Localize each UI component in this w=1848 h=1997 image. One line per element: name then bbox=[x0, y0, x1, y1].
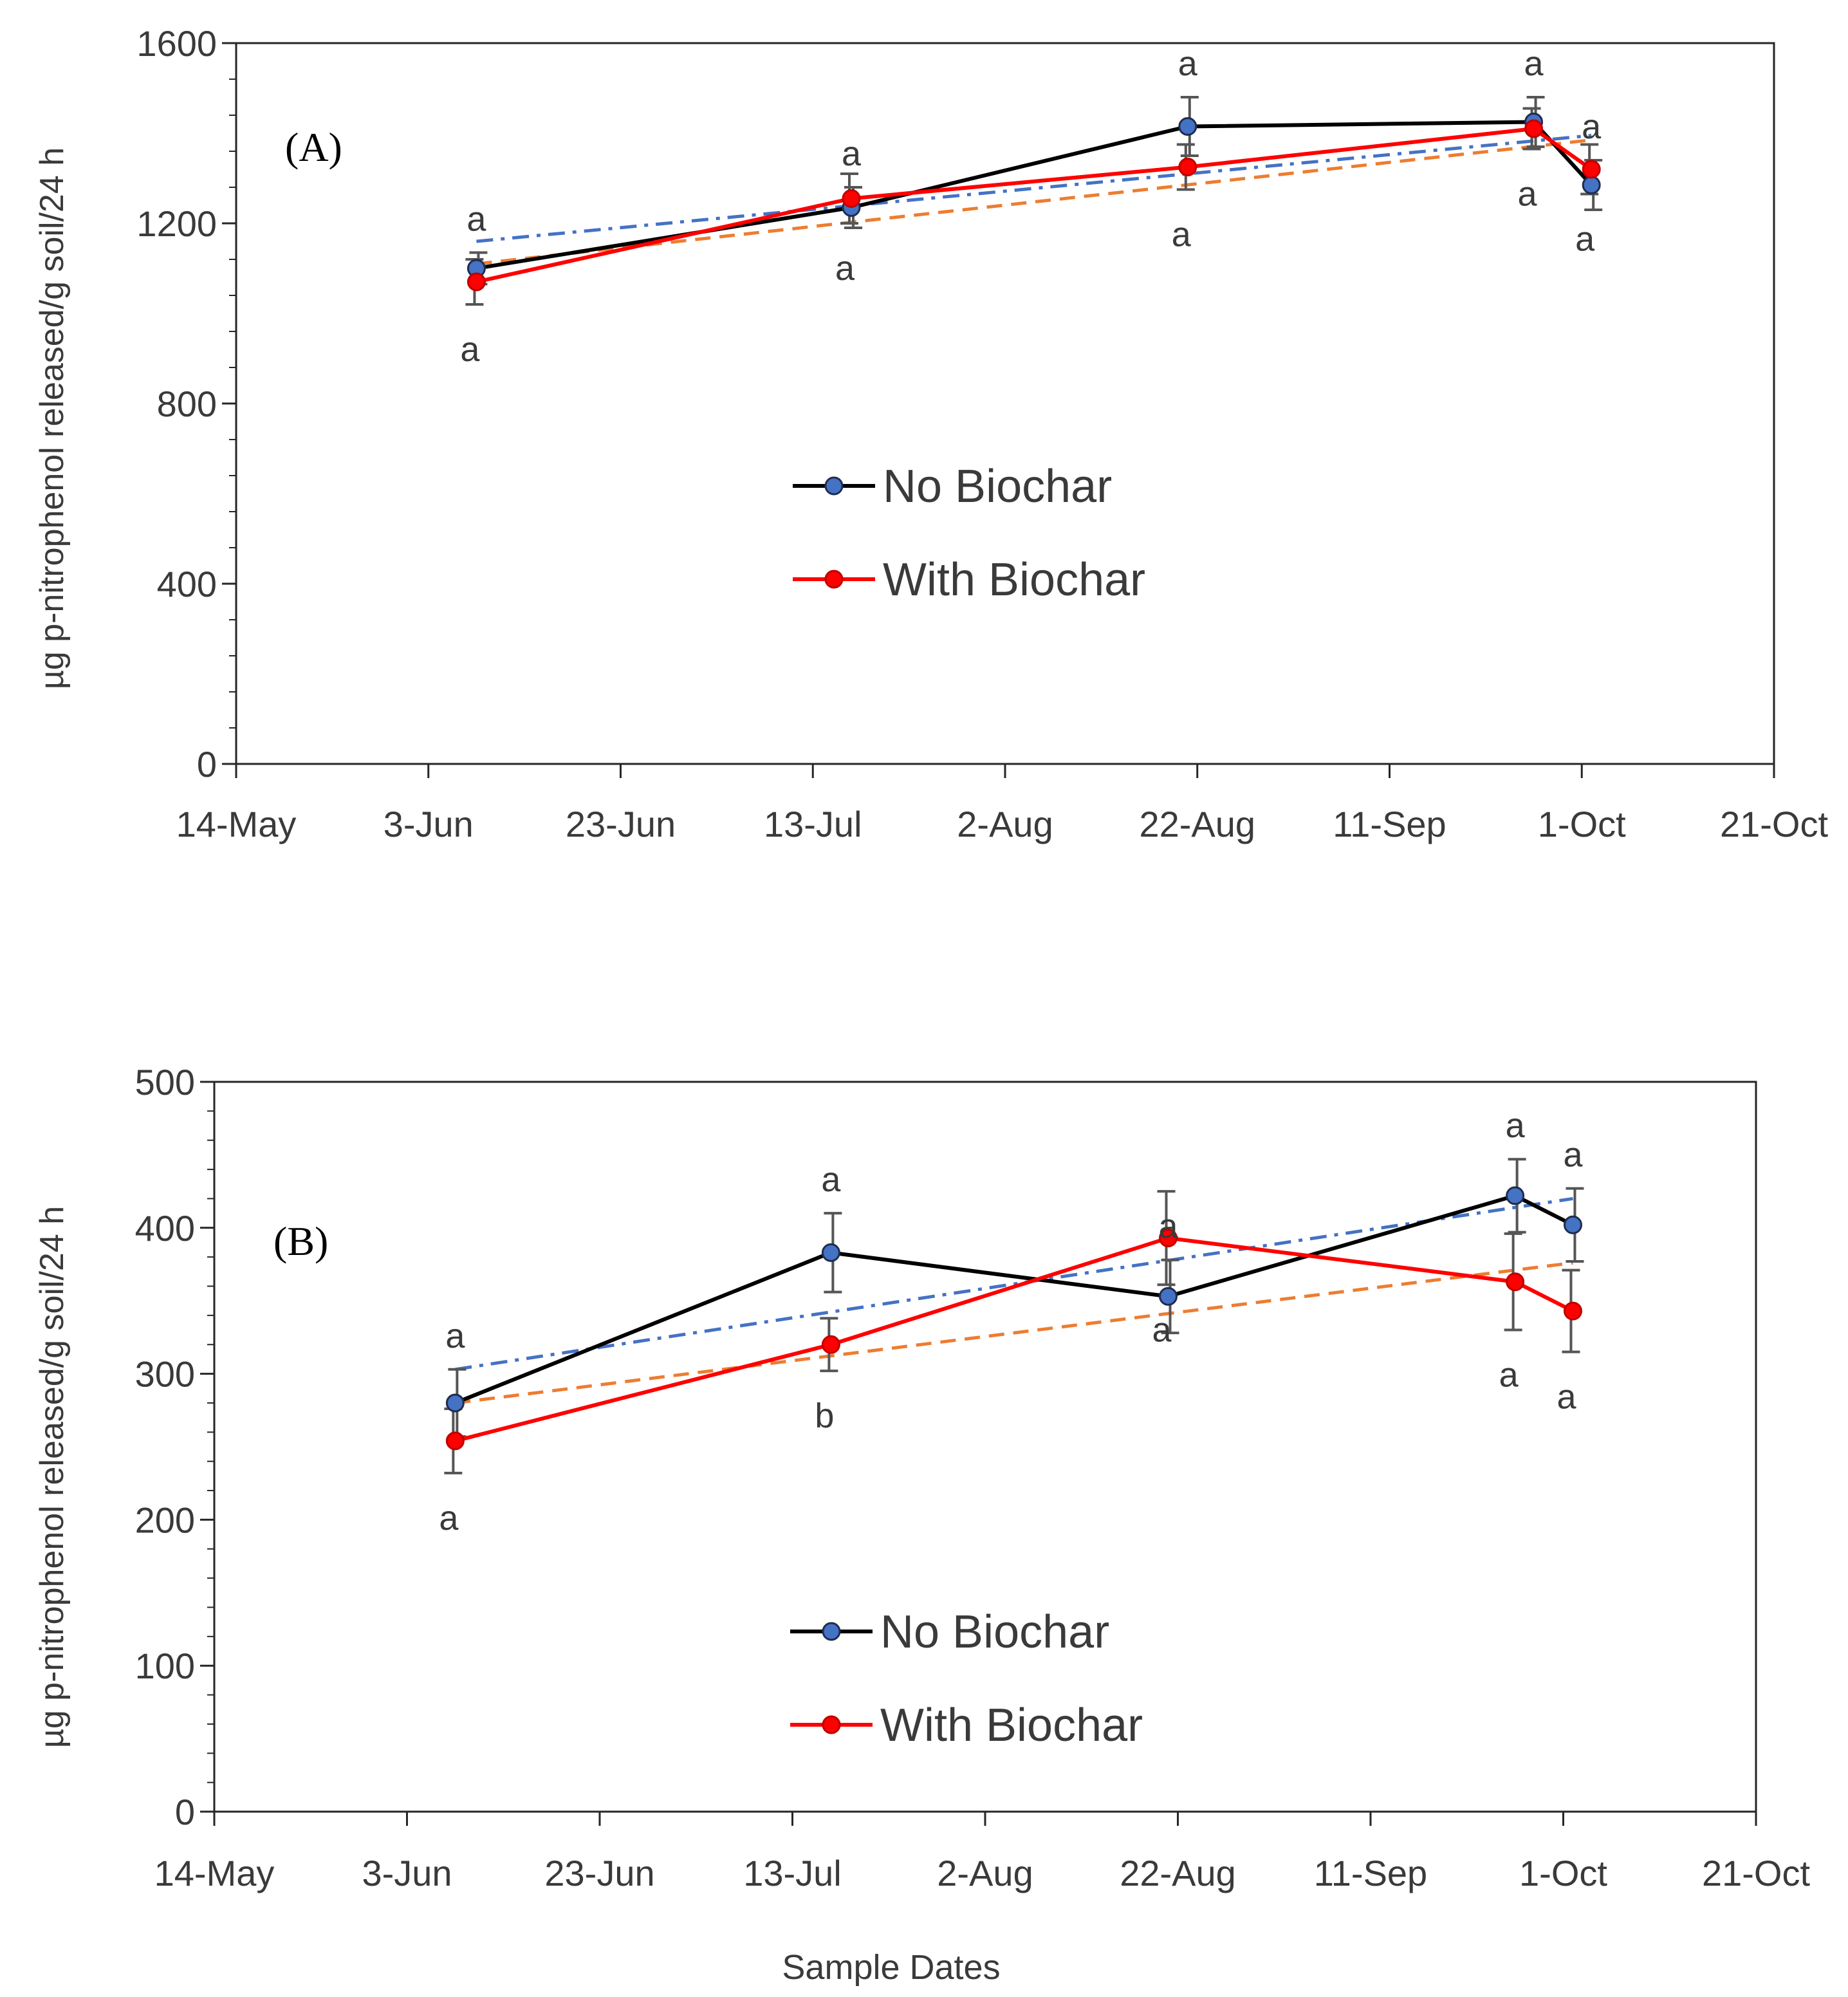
significance-letter: a bbox=[1152, 1310, 1172, 1349]
data-point-with-biochar bbox=[1506, 1272, 1525, 1292]
legend-swatch-marker-no-biochar bbox=[822, 1622, 841, 1641]
significance-letter: a bbox=[467, 200, 486, 239]
significance-letter: a bbox=[1172, 216, 1192, 254]
y-tick-label: 300 bbox=[135, 1354, 195, 1395]
data-point-with-biochar bbox=[842, 189, 861, 208]
chart-panel-b: 0 100 200 300 400 500 14-May 3-Jun 23-Jun 13-Jul 2… bbox=[135, 1062, 1811, 1893]
significance-letter: a bbox=[1506, 1106, 1526, 1145]
data-point-with-biochar bbox=[821, 1335, 840, 1354]
significance-letter: a bbox=[1524, 44, 1544, 83]
significance-letter: b bbox=[815, 1397, 834, 1435]
significance-letter: a bbox=[1563, 1136, 1583, 1175]
x-tick-label: 3-Jun bbox=[383, 804, 474, 844]
x-tick-label: 14-May bbox=[176, 804, 297, 844]
significance-letter: a bbox=[1582, 107, 1602, 146]
x-tick-label: 22-Aug bbox=[1120, 1853, 1236, 1893]
y-tick-label: 1600 bbox=[136, 23, 217, 64]
chart-panel-a: 0 400 800 1200 1600 14-May 3-Jun 23-Jun 13-Jul 2-… bbox=[136, 23, 1828, 844]
significance-letter: a bbox=[1575, 220, 1595, 259]
data-point-no-biochar bbox=[1582, 176, 1601, 194]
trend-line-no-biochar bbox=[476, 134, 1592, 243]
y-tick-label: 1200 bbox=[136, 203, 217, 244]
significance-letter: a bbox=[1557, 1378, 1576, 1416]
data-point-no-biochar bbox=[821, 1243, 840, 1262]
data-point-no-biochar bbox=[1506, 1186, 1525, 1205]
significance-letter: a bbox=[445, 1317, 465, 1355]
significance-letter: a bbox=[460, 330, 480, 369]
x-tick-label: 13-Jul bbox=[764, 804, 862, 844]
data-point-with-biochar bbox=[467, 272, 486, 292]
data-point-with-biochar bbox=[1563, 1301, 1582, 1321]
x-tick-label: 14-May bbox=[154, 1853, 275, 1893]
data-point-no-biochar bbox=[445, 1393, 465, 1413]
x-tick-label: 11-Sep bbox=[1314, 1853, 1427, 1893]
data-point-no-biochar bbox=[1159, 1286, 1178, 1306]
y-axis-label-lower: µg p-nitrophenol released/g soil/24 h bbox=[33, 1206, 71, 1748]
x-tick-label: 21-Oct bbox=[1702, 1853, 1810, 1893]
x-tick-label: 1-Oct bbox=[1519, 1853, 1607, 1893]
data-point-no-biochar bbox=[1563, 1215, 1582, 1234]
x-tick-label: 1-Oct bbox=[1538, 804, 1626, 844]
significance-letter: a bbox=[842, 135, 862, 173]
data-point-with-biochar bbox=[1582, 160, 1601, 179]
y-tick-label: 800 bbox=[157, 384, 217, 424]
trend-line-with-biochar bbox=[455, 1261, 1573, 1405]
y-tick-label: 200 bbox=[135, 1500, 195, 1540]
legend-label-with-biochar: With Biochar bbox=[880, 1700, 1143, 1751]
x-tick-label: 3-Jun bbox=[362, 1853, 452, 1893]
trend-line-with-biochar bbox=[476, 138, 1592, 266]
x-tick-label: 22-Aug bbox=[1139, 804, 1255, 844]
data-point-with-biochar bbox=[1159, 1229, 1178, 1248]
legend-swatch-marker-no-biochar bbox=[824, 476, 844, 496]
x-tick-label: 23-Jun bbox=[544, 1853, 654, 1893]
trend-line-no-biochar bbox=[454, 1196, 1573, 1371]
significance-letter: a bbox=[439, 1499, 459, 1537]
data-point-with-biochar bbox=[445, 1431, 465, 1451]
data-point-with-biochar bbox=[1524, 119, 1544, 138]
significance-letter: a bbox=[1159, 1207, 1179, 1246]
significance-letter: a bbox=[1178, 44, 1198, 83]
panel-label: (B) bbox=[273, 1218, 328, 1264]
y-axis-label: µg p-nitrophenol released/g soil/24 h bbox=[33, 147, 71, 689]
y-tick-label: 500 bbox=[135, 1062, 195, 1102]
x-tick-label: 21-Oct bbox=[1720, 804, 1828, 844]
legend-swatch-marker-with-biochar bbox=[824, 570, 844, 589]
legend-swatch-marker-with-biochar bbox=[822, 1715, 841, 1734]
panel-label: (A) bbox=[285, 124, 342, 170]
y-tick-label: 100 bbox=[135, 1646, 195, 1686]
x-axis-label: Sample Dates bbox=[782, 1948, 1000, 1987]
x-tick-label: 2-Aug bbox=[957, 804, 1053, 844]
x-tick-label: 23-Jun bbox=[566, 804, 676, 844]
x-tick-label: 2-Aug bbox=[937, 1853, 1033, 1893]
y-tick-label: 0 bbox=[175, 1792, 195, 1832]
y-tick-label: 400 bbox=[135, 1208, 195, 1249]
significance-letter: a bbox=[1499, 1356, 1519, 1395]
y-tick-label: 400 bbox=[157, 564, 217, 604]
x-tick-label: 11-Sep bbox=[1333, 804, 1446, 844]
legend-label-with-biochar: With Biochar bbox=[883, 554, 1145, 606]
legend-label-no-biochar: No Biochar bbox=[883, 461, 1112, 512]
data-point-with-biochar bbox=[1178, 158, 1197, 176]
legend-label-no-biochar: No Biochar bbox=[880, 1606, 1109, 1658]
significance-letter: a bbox=[1518, 175, 1538, 214]
x-tick-label: 13-Jul bbox=[743, 1853, 842, 1893]
y-tick-label: 0 bbox=[197, 744, 217, 785]
data-point-no-biochar bbox=[1178, 117, 1197, 136]
significance-letter: a bbox=[821, 1160, 841, 1199]
significance-letter: a bbox=[835, 249, 855, 288]
